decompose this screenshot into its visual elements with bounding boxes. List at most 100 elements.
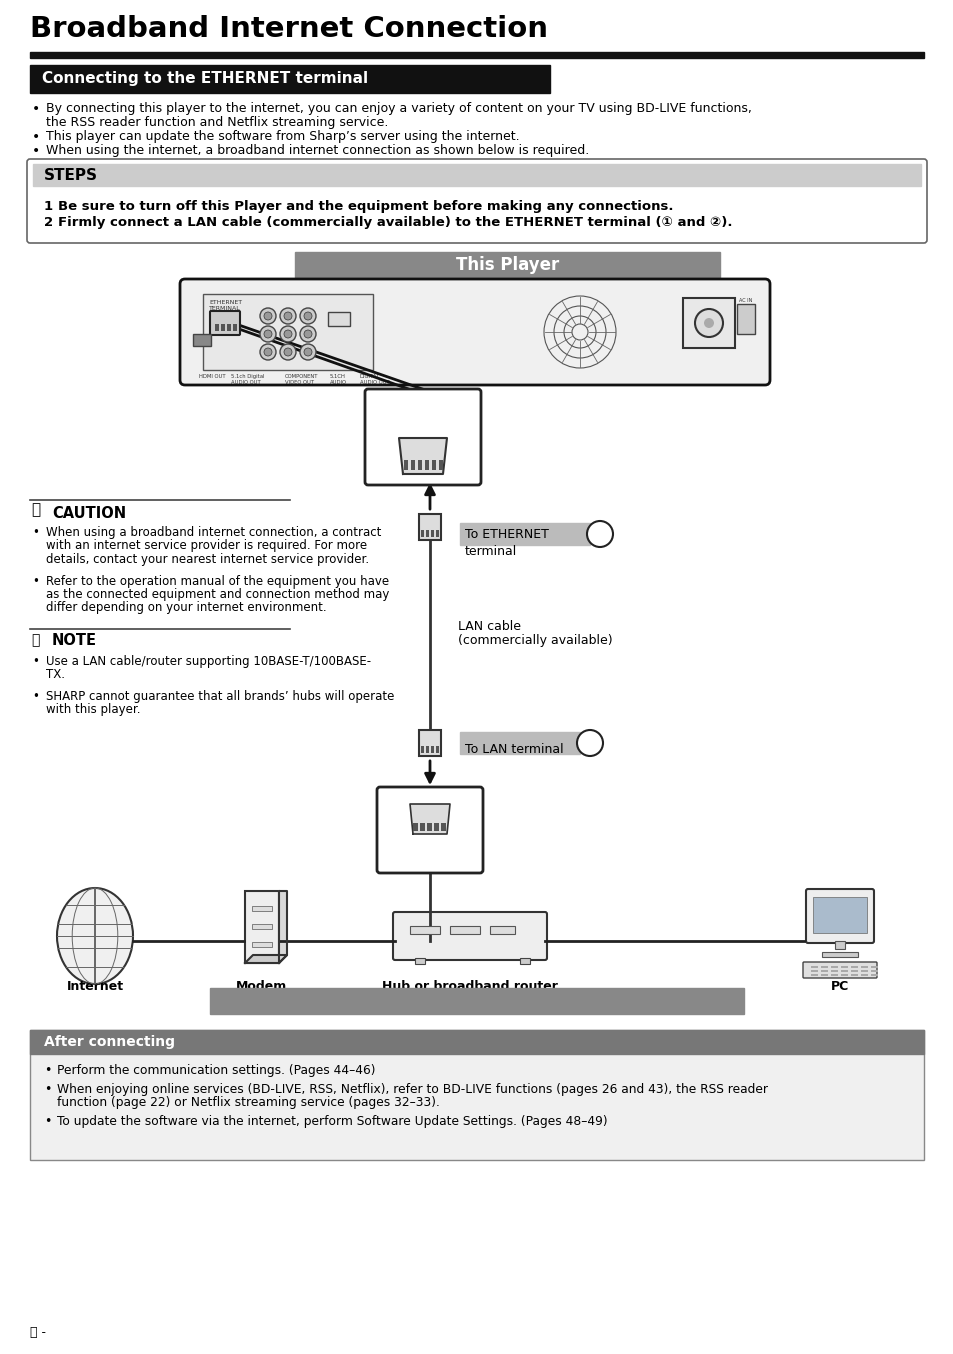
Text: CAUTION: CAUTION <box>52 506 126 521</box>
Bar <box>403 460 408 470</box>
Bar <box>459 733 579 754</box>
FancyBboxPatch shape <box>393 913 546 960</box>
Bar <box>424 460 429 470</box>
Bar <box>418 730 440 756</box>
Bar <box>415 959 424 964</box>
Text: •: • <box>32 102 40 116</box>
Text: 5.1CH
AUDIO: 5.1CH AUDIO <box>330 374 347 385</box>
Circle shape <box>260 307 275 324</box>
Text: 1: 1 <box>44 200 62 213</box>
FancyBboxPatch shape <box>180 279 769 385</box>
Text: LAN cable: LAN cable <box>457 620 520 634</box>
Ellipse shape <box>57 888 132 984</box>
Bar <box>821 965 827 968</box>
Text: Firmly connect a LAN cable (commercially available) to the ETHERNET terminal (① : Firmly connect a LAN cable (commercially… <box>58 217 732 229</box>
Bar <box>432 460 436 470</box>
Circle shape <box>264 311 272 320</box>
FancyBboxPatch shape <box>376 787 482 873</box>
Circle shape <box>280 307 295 324</box>
Bar <box>210 988 743 1014</box>
Text: PC: PC <box>830 980 848 992</box>
Circle shape <box>260 344 275 360</box>
Text: TX.: TX. <box>46 669 65 681</box>
Text: Be sure to turn off this Player and the equipment before making any connections.: Be sure to turn off this Player and the … <box>58 200 673 213</box>
Bar <box>193 334 211 347</box>
Bar <box>861 969 867 972</box>
Bar <box>841 974 847 976</box>
Text: ETHERNET: ETHERNET <box>388 408 457 421</box>
Text: DIGITAL
AUDIO OUT: DIGITAL AUDIO OUT <box>359 374 390 385</box>
Bar <box>252 906 272 911</box>
Text: Connecting to the ETHERNET terminal: Connecting to the ETHERNET terminal <box>42 72 368 87</box>
Bar <box>737 305 754 334</box>
Text: •: • <box>32 691 39 703</box>
Circle shape <box>264 348 272 356</box>
Text: STEPS: STEPS <box>44 168 98 183</box>
Bar <box>419 823 424 831</box>
Bar <box>411 460 415 470</box>
Text: AC IN: AC IN <box>739 298 752 303</box>
Text: After connecting: After connecting <box>44 1034 174 1049</box>
Bar <box>850 969 857 972</box>
Text: as the connected equipment and connection method may: as the connected equipment and connectio… <box>46 588 389 601</box>
Text: with an internet service provider is required. For more: with an internet service provider is req… <box>46 539 367 552</box>
Bar <box>245 891 278 963</box>
Text: To ETHERNET: To ETHERNET <box>464 528 548 540</box>
FancyBboxPatch shape <box>802 961 876 978</box>
Text: By connecting this player to the internet, you can enjoy a variety of content on: By connecting this player to the interne… <box>46 102 751 115</box>
Circle shape <box>280 344 295 360</box>
Bar <box>410 926 439 934</box>
Bar <box>812 896 866 933</box>
Circle shape <box>284 311 292 320</box>
Text: terminal: terminal <box>464 546 517 558</box>
Text: LAN: LAN <box>416 854 443 868</box>
Circle shape <box>703 318 713 328</box>
Text: •: • <box>32 144 40 158</box>
Text: Use a LAN cable/router supporting 10BASE-T/100BASE-: Use a LAN cable/router supporting 10BASE… <box>46 655 371 668</box>
Circle shape <box>284 348 292 356</box>
Text: TERMINAL: TERMINAL <box>209 306 240 311</box>
Bar <box>30 1030 923 1160</box>
Text: ETHERNET: ETHERNET <box>209 301 242 305</box>
Bar <box>841 965 847 968</box>
Bar <box>870 974 877 976</box>
Bar <box>221 324 225 330</box>
Polygon shape <box>245 955 287 963</box>
Bar <box>214 324 219 330</box>
FancyBboxPatch shape <box>365 389 480 485</box>
Bar <box>434 823 438 831</box>
Bar <box>328 311 350 326</box>
Bar <box>30 1030 923 1053</box>
Bar <box>440 823 446 831</box>
Bar <box>870 965 877 968</box>
FancyBboxPatch shape <box>210 311 240 334</box>
Bar <box>821 974 827 976</box>
Bar <box>861 974 867 976</box>
Text: Example of a Broadband Internet Connection: Example of a Broadband Internet Connecti… <box>291 994 662 1009</box>
Text: Broadband Internet Connection: Broadband Internet Connection <box>30 15 547 43</box>
Text: When using the internet, a broadband internet connection as shown below is requi: When using the internet, a broadband int… <box>46 144 589 157</box>
Circle shape <box>280 326 295 343</box>
Bar <box>810 965 817 968</box>
Text: Modem: Modem <box>236 980 287 992</box>
Bar <box>870 969 877 972</box>
Bar <box>30 65 550 93</box>
Text: the RSS reader function and Netflix streaming service.: the RSS reader function and Netflix stre… <box>46 116 388 129</box>
Text: When enjoying online services (BD-LIVE, RSS, Netflix), refer to BD-LIVE function: When enjoying online services (BD-LIVE, … <box>57 1082 767 1095</box>
Circle shape <box>304 311 312 320</box>
Bar <box>850 965 857 968</box>
Bar <box>830 974 837 976</box>
Circle shape <box>284 330 292 338</box>
Text: When using a broadband internet connection, a contract: When using a broadband internet connecti… <box>46 525 381 539</box>
Text: SHARP cannot guarantee that all brands’ hubs will operate: SHARP cannot guarantee that all brands’ … <box>46 691 394 703</box>
Text: 2: 2 <box>44 217 62 229</box>
Circle shape <box>260 326 275 343</box>
Bar <box>252 923 272 929</box>
Circle shape <box>304 330 312 338</box>
Polygon shape <box>278 891 287 963</box>
Bar <box>830 965 837 968</box>
Bar <box>427 823 432 831</box>
Text: details, contact your nearest internet service provider.: details, contact your nearest internet s… <box>46 552 369 566</box>
Text: Hub or broadband router: Hub or broadband router <box>381 980 558 992</box>
Text: •: • <box>32 574 39 588</box>
